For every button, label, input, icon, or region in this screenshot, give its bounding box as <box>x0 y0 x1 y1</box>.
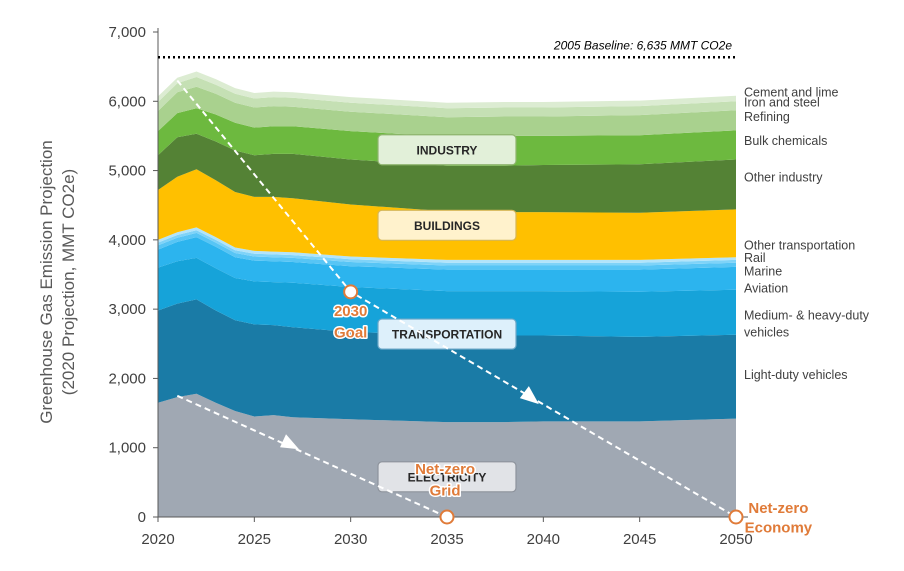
arrowhead-economy <box>519 386 539 405</box>
axes: 0 1,000 2,000 3,000 4,000 5,000 6,000 7,000 2020… <box>37 24 753 548</box>
y-tick-label: 5,000 <box>108 163 146 180</box>
area-refining <box>158 86 736 137</box>
series-label: Bulk chemicals <box>744 134 827 148</box>
series-label: Cement and lime <box>744 85 839 99</box>
baseline-group: 2005 Baseline: 6,635 MMT CO2e <box>158 38 738 59</box>
area-iron-and-steel <box>158 77 736 118</box>
annotation-label: Net-zero <box>748 500 808 517</box>
series-label: Other transportation <box>744 238 855 252</box>
y-tick-label: 6,000 <box>108 93 146 110</box>
sector-box-label: TRANSPORTATION <box>392 328 502 342</box>
area-rail <box>158 230 736 266</box>
y-tick-label: 4,000 <box>108 232 146 249</box>
series-label: Marine <box>744 265 782 279</box>
series-label: Aviation <box>744 281 788 295</box>
x-tick-label: 2050 <box>719 531 752 548</box>
series-label: Refining <box>744 110 790 124</box>
y-tick-label: 7,000 <box>108 24 146 41</box>
marker-net-zero-grid <box>439 509 455 525</box>
area-aviation <box>158 237 736 292</box>
series-label: vehicles <box>744 326 789 340</box>
baseline-label: 2005 Baseline: 6,635 MMT CO2e <box>553 38 732 52</box>
y-axis-title: Greenhouse Gas Emission Projection (2020 … <box>37 140 78 423</box>
area-electricity <box>158 393 736 517</box>
sector-box-label: BUILDINGS <box>414 219 480 233</box>
annotation-label: Economy <box>745 519 813 536</box>
annotation-label: 2030 <box>334 303 367 320</box>
area-light-duty-vehicles <box>158 299 736 423</box>
annotation-label: Net-zero <box>415 461 475 478</box>
area-marine <box>158 232 736 270</box>
y-axis-title-line2: (2020 Projection, MMT CO2e) <box>59 169 78 395</box>
series-label: Light-duty vehicles <box>744 368 848 382</box>
annotation-label: Goal <box>334 325 367 342</box>
x-tick-label: 2040 <box>527 531 560 548</box>
trajectory-paths <box>176 79 744 525</box>
sector-box <box>377 209 517 241</box>
marker-net-zero-economy <box>728 509 744 525</box>
series-label: Other industry <box>744 171 823 185</box>
annotation-label: Grid <box>430 483 461 500</box>
x-tick-label: 2030 <box>334 531 367 548</box>
sector-box <box>377 134 517 166</box>
series-label: Rail <box>744 251 766 265</box>
sector-box-label: INDUSTRY <box>417 143 478 157</box>
x-tick-label: 2020 <box>141 531 174 548</box>
y-axis-title-line1: Greenhouse Gas Emission Projection <box>37 140 56 423</box>
y-tick-label: 2,000 <box>108 370 146 387</box>
sector-boxes: INDUSTRY BUILDINGS TRANSPORTATION ELECTRICI… <box>377 134 517 493</box>
area-other-transportation <box>158 227 736 263</box>
x-tick-label: 2025 <box>238 531 271 548</box>
x-tick-label: 2035 <box>430 531 463 548</box>
x-tick-label: 2045 <box>623 531 656 548</box>
area-other-industry <box>158 133 736 213</box>
y-tick-label: 0 <box>138 509 146 526</box>
sector-box <box>377 461 517 493</box>
marker-2030-goal <box>343 284 359 300</box>
arrowhead-grid <box>280 434 300 450</box>
y-tick-label: 1,000 <box>108 440 146 457</box>
y-tick-label: 3,000 <box>108 301 146 318</box>
series-label: Iron and steel <box>744 96 820 110</box>
sector-box-label: ELECTRICITY <box>408 470 487 484</box>
series-label: Medium- & heavy-duty <box>744 308 870 322</box>
annotations: 2030 Goal Net-zero Grid Net-zero Economy <box>332 302 814 538</box>
area-layers <box>158 71 736 517</box>
area-medium-heavy-duty-vehicles <box>158 257 736 337</box>
